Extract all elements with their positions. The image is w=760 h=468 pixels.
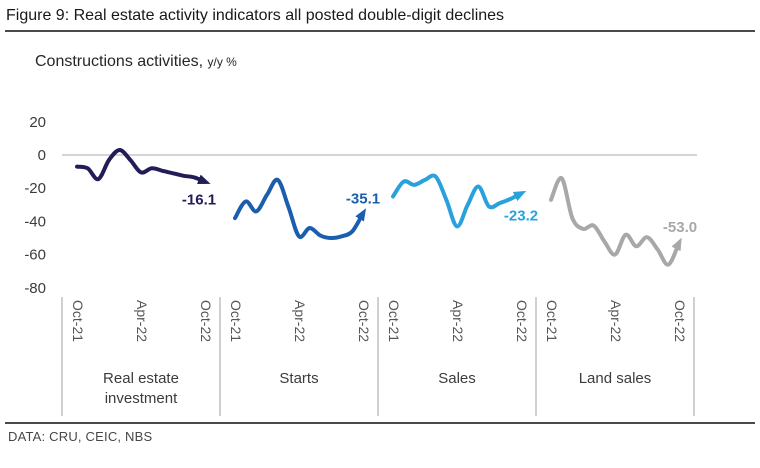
series-line-starts — [233, 177, 367, 241]
panel-label-starts: Starts — [279, 370, 318, 387]
y-axis-tick-label: -20 — [24, 180, 46, 197]
x-tick-label: Oct-21 — [544, 300, 560, 342]
x-tick-label: Apr-22 — [292, 300, 308, 342]
x-tick-label: Oct-21 — [386, 300, 402, 342]
series-line-sales — [391, 173, 527, 229]
panel-label-sales: Sales — [438, 370, 476, 387]
chart-title-unit: y/y % — [207, 55, 237, 69]
source-note: DATA: CRU, CEIC, NBS — [8, 429, 153, 444]
x-tick-label: Oct-22 — [672, 300, 688, 342]
y-axis-tick-label: 0 — [38, 147, 46, 164]
panel-label-real-estate-investment: Real estate — [103, 370, 179, 387]
figure-title: Figure 9: Real estate activity indicator… — [6, 7, 505, 24]
y-axis-tick-label: 20 — [29, 114, 46, 131]
x-tick-label: Apr-22 — [134, 300, 150, 342]
x-tick-label: Oct-22 — [514, 300, 530, 342]
series-end-label-sales: -23.2 — [504, 208, 538, 225]
x-tick-label: Oct-22 — [356, 300, 372, 342]
series-end-label-land-sales: -53.0 — [663, 219, 697, 236]
x-tick-label: Oct-21 — [70, 300, 86, 342]
y-axis-tick-label: -60 — [24, 247, 46, 264]
series-end-label-starts: -35.1 — [346, 190, 380, 207]
source-divider — [5, 422, 755, 424]
x-tick-label: Oct-22 — [198, 300, 214, 342]
chart-title: Constructions activities, y/y % — [35, 53, 237, 71]
panel-label-land-sales: Land sales — [579, 370, 652, 387]
x-tick-label: Oct-21 — [228, 300, 244, 342]
x-tick-label: Apr-22 — [608, 300, 624, 342]
y-axis-tick-label: -80 — [24, 280, 46, 297]
series-end-label-real-estate-investment: -16.1 — [182, 192, 216, 209]
panel-label-real-estate-investment: investment — [105, 390, 178, 407]
y-axis-tick-label: -40 — [24, 213, 46, 230]
series-line-land-sales — [549, 176, 682, 267]
chart-title-text: Constructions activities, — [35, 53, 204, 70]
series-line-real-estate-investment — [75, 148, 211, 184]
title-underline — [5, 30, 755, 32]
x-tick-label: Apr-22 — [450, 300, 466, 342]
